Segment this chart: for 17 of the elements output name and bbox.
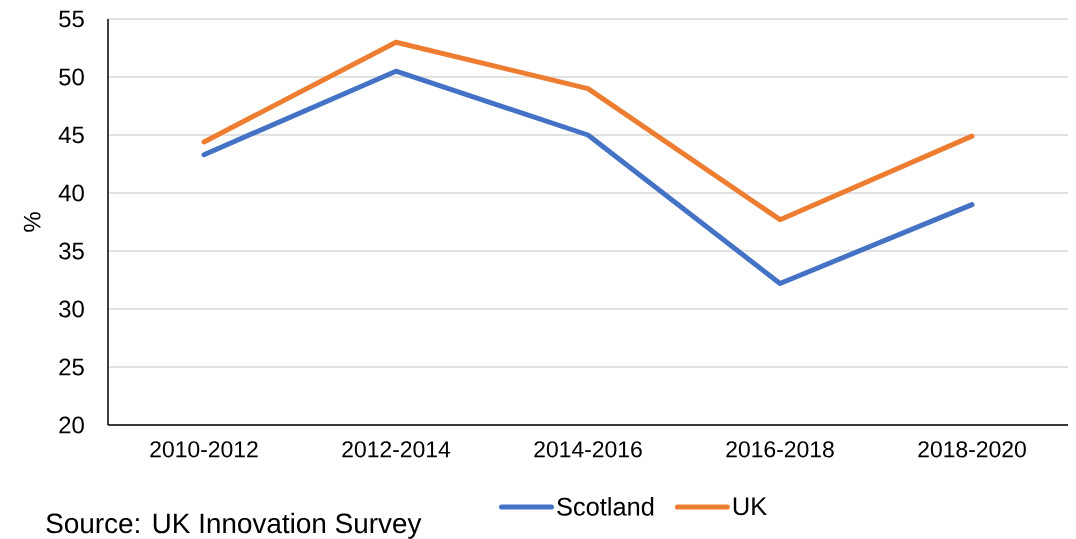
y-tick-label: 35: [59, 242, 84, 260]
source-note: Source: UK Innovation Survey: [46, 512, 422, 539]
y-axis-title: %: [23, 212, 41, 232]
x-tick-label: 2018-2020: [918, 441, 1026, 458]
y-tick-label: 55: [59, 10, 84, 28]
y-tick-label: 45: [58, 126, 84, 144]
legend-label: UK: [733, 497, 767, 516]
y-tick-label: 30: [59, 300, 84, 318]
x-tick-label: 2016-2018: [726, 441, 834, 458]
x-tick-label: 2012-2014: [342, 441, 451, 458]
x-tick-label: 2014-2016: [534, 441, 642, 458]
y-tick-label: 25: [59, 358, 84, 376]
y-tick-label: 50: [59, 68, 84, 86]
y-tick-label: 20: [59, 416, 84, 434]
y-tick-label: 40: [58, 184, 84, 202]
legend-label: Scotland: [557, 497, 654, 516]
x-tick-label: 2010-2012: [150, 441, 258, 458]
